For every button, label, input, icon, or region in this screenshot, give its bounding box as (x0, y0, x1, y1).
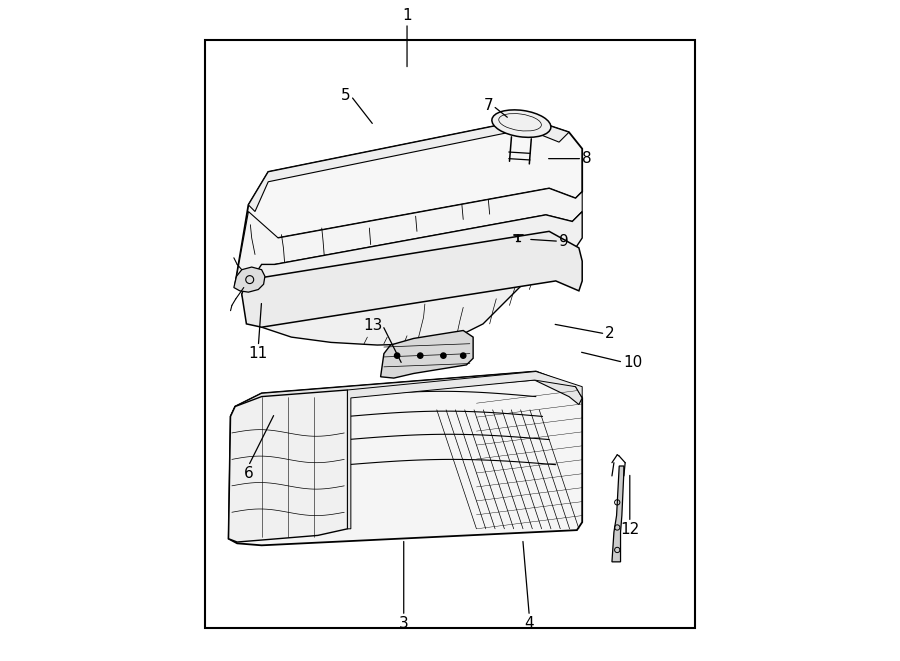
Text: 4: 4 (525, 616, 534, 631)
Text: 1: 1 (402, 8, 412, 23)
Polygon shape (612, 466, 624, 562)
Text: 11: 11 (248, 346, 268, 362)
Text: 9: 9 (559, 234, 569, 249)
Text: 2: 2 (606, 327, 615, 341)
Polygon shape (235, 188, 582, 288)
Text: 6: 6 (244, 466, 253, 481)
Polygon shape (234, 267, 265, 292)
Text: 8: 8 (582, 151, 592, 166)
Circle shape (461, 353, 466, 358)
Text: 3: 3 (399, 616, 409, 631)
Text: 12: 12 (620, 522, 639, 537)
Polygon shape (230, 371, 582, 424)
Circle shape (394, 353, 400, 358)
Polygon shape (235, 119, 582, 288)
Text: 5: 5 (341, 89, 351, 103)
Polygon shape (347, 371, 582, 529)
Circle shape (418, 353, 423, 358)
Text: 7: 7 (483, 98, 493, 113)
Polygon shape (248, 119, 569, 212)
Polygon shape (242, 212, 582, 345)
Polygon shape (242, 231, 582, 327)
Polygon shape (229, 390, 347, 542)
Text: 13: 13 (364, 318, 382, 332)
Ellipse shape (492, 110, 551, 137)
Polygon shape (229, 371, 582, 545)
Polygon shape (381, 330, 473, 378)
Text: 10: 10 (623, 355, 643, 369)
Circle shape (441, 353, 446, 358)
Bar (205, 40, 695, 628)
